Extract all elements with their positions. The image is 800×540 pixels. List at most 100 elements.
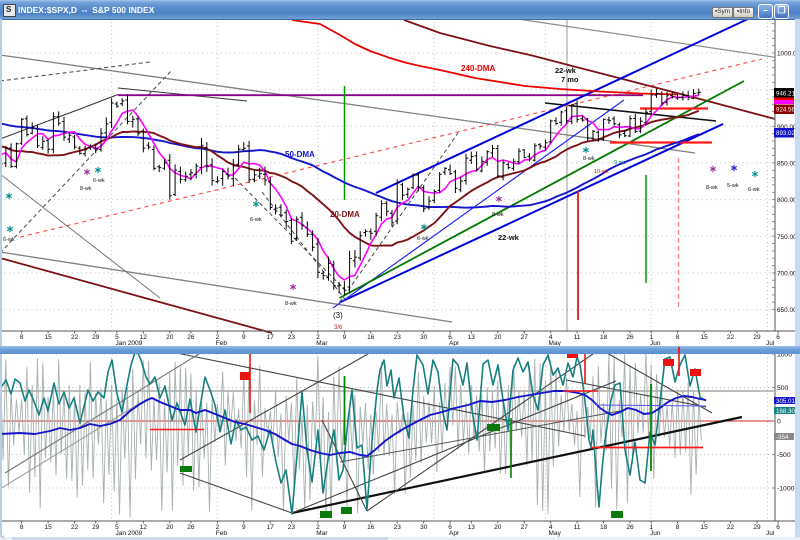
- svg-text:9: 9: [242, 524, 246, 531]
- svg-text:-354: -354: [776, 434, 789, 441]
- svg-text:20-DMA: 20-DMA: [330, 210, 360, 219]
- svg-text:20: 20: [166, 524, 174, 531]
- svg-text:6: 6: [448, 524, 452, 531]
- svg-text:800.00: 800.00: [777, 197, 797, 204]
- svg-text:11: 11: [574, 334, 581, 341]
- svg-text:5: 5: [115, 334, 119, 341]
- svg-text:2: 2: [316, 334, 320, 341]
- svg-text:0: 0: [777, 419, 781, 426]
- svg-text:23: 23: [394, 524, 402, 531]
- svg-text:650.00: 650.00: [777, 307, 797, 314]
- svg-text:10-wk: 10-wk: [594, 169, 609, 175]
- svg-text:9: 9: [343, 524, 347, 531]
- svg-text:8: 8: [676, 334, 680, 341]
- svg-text:16: 16: [367, 524, 375, 531]
- svg-text:22-wk: 22-wk: [555, 66, 577, 75]
- svg-text:May: May: [549, 530, 562, 537]
- svg-text:12: 12: [140, 524, 148, 531]
- svg-text:8-wk: 8-wk: [706, 185, 718, 191]
- svg-text:Feb: Feb: [216, 530, 228, 537]
- svg-text:13: 13: [468, 524, 476, 531]
- svg-text:7 mo: 7 mo: [561, 75, 579, 84]
- svg-text:23: 23: [288, 524, 296, 531]
- svg-text:924.56: 924.56: [776, 107, 795, 114]
- svg-text:3/6: 3/6: [334, 325, 343, 331]
- svg-text:Jan 2009: Jan 2009: [116, 340, 143, 347]
- svg-text:8: 8: [20, 334, 24, 341]
- svg-text:23: 23: [394, 334, 402, 341]
- svg-text:6-wk: 6-wk: [748, 187, 760, 193]
- svg-text:Mar: Mar: [316, 530, 328, 537]
- svg-text:20: 20: [494, 524, 502, 531]
- svg-text:6: 6: [448, 334, 452, 341]
- svg-text:26: 26: [187, 524, 195, 531]
- svg-text:15: 15: [700, 334, 708, 341]
- svg-text:15: 15: [44, 334, 52, 341]
- svg-text:15: 15: [700, 524, 708, 531]
- svg-text:700.00: 700.00: [777, 270, 797, 277]
- svg-text:4: 4: [549, 334, 553, 341]
- svg-text:750.00: 750.00: [777, 234, 797, 241]
- svg-text:6-wk: 6-wk: [250, 217, 262, 223]
- svg-text:240-DMA: 240-DMA: [461, 64, 495, 73]
- svg-text:-500: -500: [777, 452, 791, 459]
- svg-text:Apr: Apr: [449, 530, 460, 537]
- svg-text:22: 22: [727, 524, 735, 531]
- svg-text:Jun: Jun: [650, 530, 661, 537]
- svg-text:29: 29: [92, 334, 100, 341]
- svg-text:1: 1: [649, 524, 653, 531]
- svg-text:30: 30: [420, 524, 428, 531]
- svg-text:5-wk: 5-wk: [727, 183, 739, 189]
- svg-text:12: 12: [140, 334, 148, 341]
- svg-text:22: 22: [71, 334, 79, 341]
- svg-text:27: 27: [521, 334, 529, 341]
- svg-text:Jul: Jul: [766, 530, 775, 537]
- svg-text:8-wk: 8-wk: [285, 301, 297, 307]
- svg-text:Jun: Jun: [650, 340, 661, 347]
- svg-text:Jul: Jul: [766, 340, 775, 347]
- svg-text:29: 29: [753, 334, 761, 341]
- svg-text:8-wk: 8-wk: [80, 186, 92, 192]
- svg-text:20: 20: [494, 334, 502, 341]
- svg-text:30: 30: [420, 334, 428, 341]
- svg-text:22-wk: 22-wk: [498, 233, 520, 242]
- svg-text:2: 2: [216, 524, 220, 531]
- svg-text:22: 22: [71, 524, 79, 531]
- svg-text:26: 26: [626, 524, 634, 531]
- svg-text:Mar: Mar: [316, 340, 328, 347]
- svg-text:2: 2: [316, 524, 320, 531]
- svg-text:6: 6: [776, 524, 780, 531]
- svg-text:29: 29: [92, 524, 100, 531]
- svg-text:6-wk: 6-wk: [3, 237, 15, 243]
- svg-text:946.21: 946.21: [776, 91, 795, 98]
- svg-text:6-wk: 6-wk: [93, 178, 105, 184]
- svg-text:26: 26: [626, 334, 634, 341]
- svg-text:26: 26: [187, 334, 195, 341]
- svg-text:50-DMA: 50-DMA: [285, 150, 315, 159]
- svg-text:1000: 1000: [777, 352, 792, 359]
- svg-text:900.00: 900.00: [777, 124, 797, 131]
- svg-text:850.00: 850.00: [777, 160, 797, 167]
- svg-text:9: 9: [242, 334, 246, 341]
- svg-text:6-wk: 6-wk: [417, 236, 429, 242]
- svg-text:1000.00: 1000.00: [777, 51, 800, 58]
- svg-text:8: 8: [676, 524, 680, 531]
- svg-text:Feb: Feb: [216, 340, 228, 347]
- svg-text:Apr: Apr: [449, 340, 460, 347]
- svg-text:500: 500: [777, 385, 789, 392]
- svg-text:22: 22: [727, 334, 735, 341]
- svg-text:168.30: 168.30: [776, 408, 795, 415]
- svg-text:-1000: -1000: [777, 486, 795, 493]
- svg-text:17: 17: [267, 334, 275, 341]
- svg-text:9: 9: [343, 334, 347, 341]
- svg-text:Jan 2009: Jan 2009: [116, 530, 143, 537]
- svg-text:5: 5: [115, 524, 119, 531]
- svg-text:May: May: [549, 340, 562, 347]
- svg-text:8-wk: 8-wk: [583, 156, 595, 162]
- svg-text:1: 1: [649, 334, 653, 341]
- svg-text:8-wk: 8-wk: [492, 212, 504, 218]
- svg-text:11: 11: [574, 524, 581, 531]
- svg-text:18: 18: [600, 334, 608, 341]
- svg-text:27: 27: [521, 524, 529, 531]
- svg-text:9 mo: 9 mo: [614, 160, 626, 166]
